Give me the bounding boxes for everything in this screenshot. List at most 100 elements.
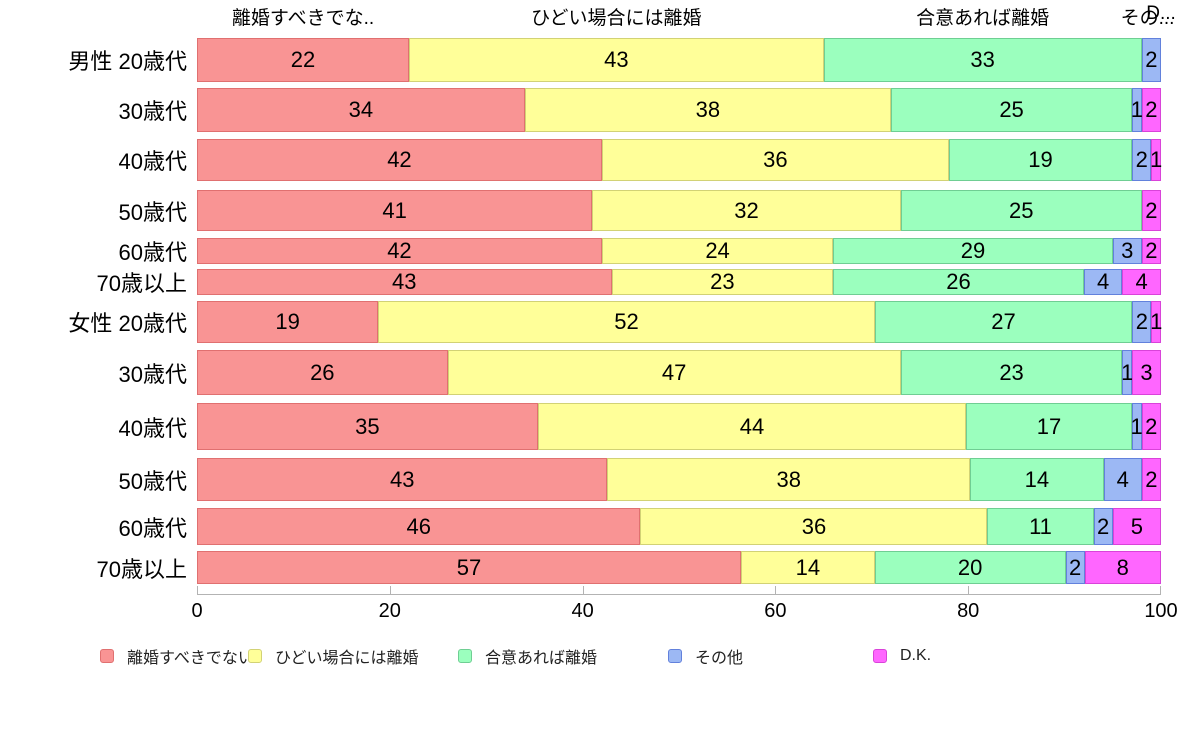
bar-segment[interactable]: 26: [833, 269, 1084, 295]
bar-segment[interactable]: 36: [601, 139, 949, 181]
bar-value-label: 19: [275, 309, 300, 334]
bar-segment[interactable]: 57: [197, 551, 742, 584]
bar-segment[interactable]: 35: [197, 403, 538, 450]
bar-value-label: 33: [970, 47, 995, 72]
bar-segment[interactable]: 23: [900, 350, 1123, 395]
bar-segment[interactable]: 1: [1150, 301, 1163, 343]
bar-value-label: 2: [1068, 554, 1082, 580]
bar-segment[interactable]: 38: [607, 458, 971, 501]
bar-value-label: 2: [1145, 197, 1158, 223]
bar-segment[interactable]: 52: [378, 301, 875, 343]
bar-segment[interactable]: 1: [1130, 88, 1143, 132]
axis-tick-label: 40: [571, 600, 594, 622]
bar-segment[interactable]: 4: [1103, 458, 1142, 501]
bar-segment[interactable]: 33: [823, 38, 1142, 82]
row-label: 女性 20歳代: [68, 311, 187, 336]
bar-segment[interactable]: 2: [1141, 238, 1161, 264]
bar-segment[interactable]: 2: [1141, 458, 1161, 501]
bar-segment[interactable]: 25: [900, 190, 1142, 231]
bar-segment[interactable]: 5: [1112, 508, 1161, 545]
bar-segment[interactable]: 2: [1132, 139, 1152, 181]
bar-value-label: 4: [1135, 269, 1148, 294]
bar-value-label: 3: [1140, 359, 1153, 385]
bar-segment[interactable]: 2: [1065, 551, 1085, 584]
bar-segment[interactable]: 2: [1141, 88, 1161, 132]
plot-area: 男性 20歳代 22 43 33 2 30歳代 34 38 25 1 2 40歳代 42 36 19 2 1 50…: [68, 38, 1163, 584]
bar-segment[interactable]: 44: [537, 403, 967, 450]
bar-segment[interactable]: 24: [601, 238, 834, 264]
bar-value-label: 23: [999, 359, 1024, 385]
bar-segment[interactable]: 11: [987, 508, 1094, 545]
bar-segment[interactable]: 19: [197, 301, 379, 343]
bar-value-label: 38: [776, 466, 801, 492]
bar-segment[interactable]: 1: [1150, 139, 1162, 181]
bar-segment[interactable]: 2: [1132, 301, 1152, 343]
legend-swatch-icon: [668, 649, 682, 663]
bar-segment[interactable]: 2: [1093, 508, 1113, 545]
bar-segment[interactable]: 41: [197, 190, 593, 231]
bar-row: 50歳代 41 32 25 2: [119, 190, 1161, 231]
bar-segment[interactable]: 43: [197, 269, 612, 295]
legend: 離婚すべきでない ひどい場合には離婚 合意あれば離婚 その他 D.K.: [0, 645, 1188, 671]
axis-tick: [968, 586, 970, 595]
bar-segment[interactable]: 14: [970, 458, 1104, 501]
row-label: 40歳代: [118, 149, 187, 174]
bar-value-label: 4: [1097, 269, 1110, 294]
bar-value-label: 36: [763, 147, 788, 172]
bar-row: 40歳代 35 44 17 1 2: [119, 403, 1161, 450]
bar-segment[interactable]: 34: [197, 88, 525, 132]
bar-value-label: 41: [382, 197, 407, 223]
bar-row: 70歳以上 57 14 20 2 8: [97, 551, 1161, 584]
bar-value-label: 25: [999, 97, 1024, 122]
bar-row: 30歳代 34 38 25 1 2: [119, 88, 1161, 132]
row-label: 70歳以上: [96, 556, 187, 582]
bar-value-label: 1: [1130, 97, 1143, 122]
bar-value-label: 29: [960, 238, 986, 263]
bar-segment[interactable]: 2: [1141, 403, 1161, 450]
bar-segment[interactable]: 3: [1112, 238, 1142, 264]
bar-value-label: 1: [1150, 309, 1163, 334]
bar-segment[interactable]: 23: [611, 269, 834, 295]
bar-segment[interactable]: 4: [1122, 269, 1161, 295]
bar-segment[interactable]: 1: [1121, 350, 1134, 395]
bar-segment[interactable]: 38: [524, 88, 892, 132]
bar-segment[interactable]: 32: [592, 190, 901, 231]
axis-tick-label: 100: [1144, 600, 1178, 622]
legend-label: 合意あれば離婚: [485, 650, 598, 667]
bar-segment[interactable]: 43: [409, 38, 824, 82]
bar-segment[interactable]: 2: [1141, 190, 1161, 231]
bar-segment[interactable]: 1: [1131, 403, 1143, 450]
axis-tick-label: 60: [764, 600, 787, 622]
bar-segment[interactable]: 36: [640, 508, 988, 545]
bar-segment[interactable]: 20: [874, 551, 1066, 584]
bar-segment[interactable]: 26: [197, 350, 448, 395]
bar-segment[interactable]: 46: [197, 508, 641, 545]
legend-item: その他: [668, 645, 743, 667]
bar-segment[interactable]: 8: [1084, 551, 1161, 584]
legend-label: その他: [695, 650, 744, 667]
bar-value-label: 3: [1121, 238, 1134, 263]
bar-segment[interactable]: 22: [197, 38, 410, 82]
bar-segment[interactable]: 43: [197, 458, 608, 501]
bar-segment[interactable]: 47: [447, 350, 901, 395]
legend-label: ひどい場合には離婚: [275, 650, 419, 667]
bar-segment[interactable]: 14: [741, 551, 875, 584]
bar-value-label: 8: [1116, 554, 1129, 580]
column-header: D...: [1146, 3, 1176, 24]
bar-segment[interactable]: 4: [1083, 269, 1123, 295]
bar-value-label: 1: [1121, 359, 1134, 385]
bar-segment[interactable]: 25: [891, 88, 1133, 132]
bar-segment[interactable]: 42: [197, 238, 602, 264]
bar-segment[interactable]: 2: [1141, 38, 1161, 82]
legend-label: 離婚すべきでない: [127, 650, 254, 667]
bar-value-label: 17: [1036, 413, 1062, 439]
bar-segment[interactable]: 42: [197, 139, 602, 181]
bar-segment[interactable]: 29: [833, 238, 1113, 264]
bar-segment[interactable]: 3: [1132, 350, 1161, 395]
bar-segment[interactable]: 19: [948, 139, 1133, 181]
bar-segment[interactable]: 27: [874, 301, 1133, 343]
column-header: 合意あれば離婚: [916, 8, 1050, 29]
bar-value-label: 43: [389, 466, 415, 492]
bar-value-label: 14: [795, 554, 821, 580]
bar-segment[interactable]: 17: [966, 403, 1132, 450]
